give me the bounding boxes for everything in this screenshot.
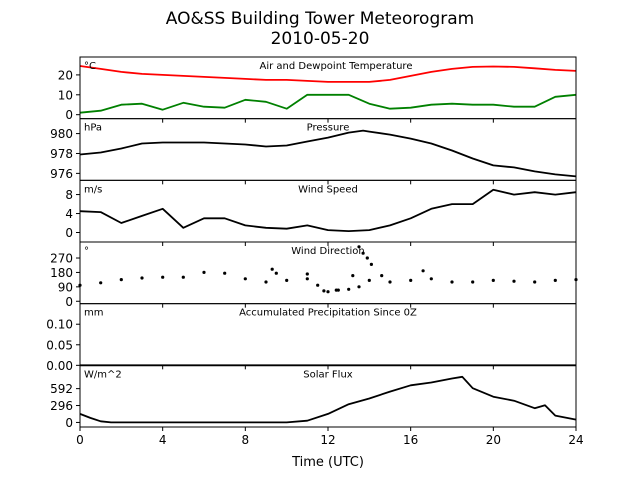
panel-4-ytick-label: 0	[65, 295, 73, 309]
panel-1-unit: °C	[84, 61, 96, 72]
panel-4-point	[140, 276, 144, 280]
xtick-label: 0	[76, 433, 84, 447]
panel-4-point	[305, 277, 309, 281]
panel-4-point	[512, 279, 516, 283]
panel-2-ytick-label: 980	[50, 127, 73, 141]
panel-6-unit: W/m^2	[84, 369, 122, 380]
panel-4-point	[357, 245, 361, 249]
panel-4-point	[367, 278, 371, 282]
panel-4-point	[243, 277, 247, 281]
panel-3-series-1	[79, 188, 577, 233]
panel-4-point	[161, 275, 165, 279]
panel-4-point	[326, 290, 330, 294]
x-axis-label: Time (UTC)	[291, 455, 364, 470]
panel-4-point	[347, 287, 351, 291]
panel-4-point	[388, 280, 392, 284]
panel-4-point	[429, 277, 433, 281]
figure-title-line2: 2010-05-20	[271, 29, 370, 49]
panel-2: 976 978 980 hPa Pressure	[50, 118, 577, 185]
panel-5: 0.00 0.05 0.10 mm Accumulated Precipitation …	[46, 303, 577, 373]
panel-4-point	[553, 278, 557, 282]
panel-4-point	[369, 262, 373, 266]
xtick-label: 16	[403, 433, 418, 447]
panel-4-ytick-label: 180	[50, 266, 73, 280]
panel-1-ytick-label: 0	[65, 108, 73, 122]
panel-5-unit: mm	[84, 308, 103, 319]
panel-4-point	[264, 280, 268, 284]
panel-4-point	[351, 274, 355, 278]
panel-4-point	[316, 283, 320, 287]
xtick-label: 12	[320, 433, 335, 447]
panel-4-point	[380, 274, 384, 278]
panel-1: 0 10 20 °C Air and Dewpoint Temperature	[58, 56, 577, 123]
xtick-label: 4	[159, 433, 167, 447]
panel-4-unit: °	[84, 246, 89, 257]
panel-6-series-1	[79, 375, 577, 424]
panel-4-point	[223, 271, 227, 275]
figure-title-line1: AO&SS Building Tower Meteorogram	[166, 9, 474, 29]
panel-4-point	[305, 272, 309, 276]
panel-2-title: Pressure	[307, 123, 350, 134]
panel-4-ytick-label: 90	[58, 280, 73, 294]
panel-3-ytick-label: 4	[65, 207, 73, 221]
panel-6-ytick-label: 592	[50, 382, 73, 396]
panel-4-point	[202, 270, 206, 274]
panel-2-unit: hPa	[84, 123, 102, 134]
panel-4-point	[361, 251, 365, 255]
xtick-label: 24	[568, 433, 583, 447]
panel-4-point	[421, 269, 425, 273]
panel-4-point	[365, 256, 369, 260]
panel-5-ytick-label: 0.10	[46, 318, 73, 332]
panel-6-ytick-label: 0	[65, 416, 73, 430]
xtick-label: 20	[486, 433, 501, 447]
panel-5-ytick-label: 0.00	[46, 359, 73, 373]
panel-2-series-1	[79, 129, 577, 178]
panel-2-ytick-label: 976	[50, 167, 73, 181]
panel-1-series-1	[79, 65, 577, 83]
xtick-label: 8	[242, 433, 250, 447]
panel-4-point	[322, 289, 326, 293]
panel-4-point	[409, 278, 413, 282]
panel-4-point	[450, 280, 454, 284]
panel-3: 0 4 8 m/s Wind Speed	[65, 179, 577, 246]
panel-4-point	[99, 281, 103, 285]
panel-4-point	[274, 271, 278, 275]
panel-4-point	[471, 280, 475, 284]
panel-3-ytick-label: 0	[65, 226, 73, 240]
panel-6-title: Solar Flux	[303, 369, 353, 380]
panel-4-point	[285, 278, 289, 282]
panel-2-ytick-label: 978	[50, 147, 73, 161]
panel-4-ytick-label: 270	[50, 252, 73, 266]
panel-3-title: Wind Speed	[298, 184, 358, 195]
panel-4-point	[533, 280, 537, 284]
panel-5-title: Accumulated Precipitation Since 0Z	[239, 308, 417, 319]
panel-1-ytick-label: 10	[58, 88, 73, 102]
panel-4-point	[270, 267, 274, 271]
panel-4-point	[119, 278, 123, 282]
panel-4-point	[491, 278, 495, 282]
panel-1-ytick-label: 20	[58, 68, 73, 82]
panel-1-series-2	[79, 93, 577, 114]
panel-3-ytick-label: 8	[65, 188, 73, 202]
panel-3-unit: m/s	[84, 184, 102, 195]
panel-4-point	[181, 275, 185, 279]
panel-6-ytick-label: 296	[50, 399, 73, 413]
panel-6: 0 296 592 W/m^2 Solar Flux	[50, 364, 577, 431]
panel-5-ytick-label: 0.05	[46, 338, 73, 352]
panel-4-point	[334, 288, 338, 292]
panel-4-title: Wind Direction	[291, 246, 365, 257]
panel-4-point	[357, 285, 361, 289]
panel-1-title: Air and Dewpoint Temperature	[260, 61, 413, 72]
